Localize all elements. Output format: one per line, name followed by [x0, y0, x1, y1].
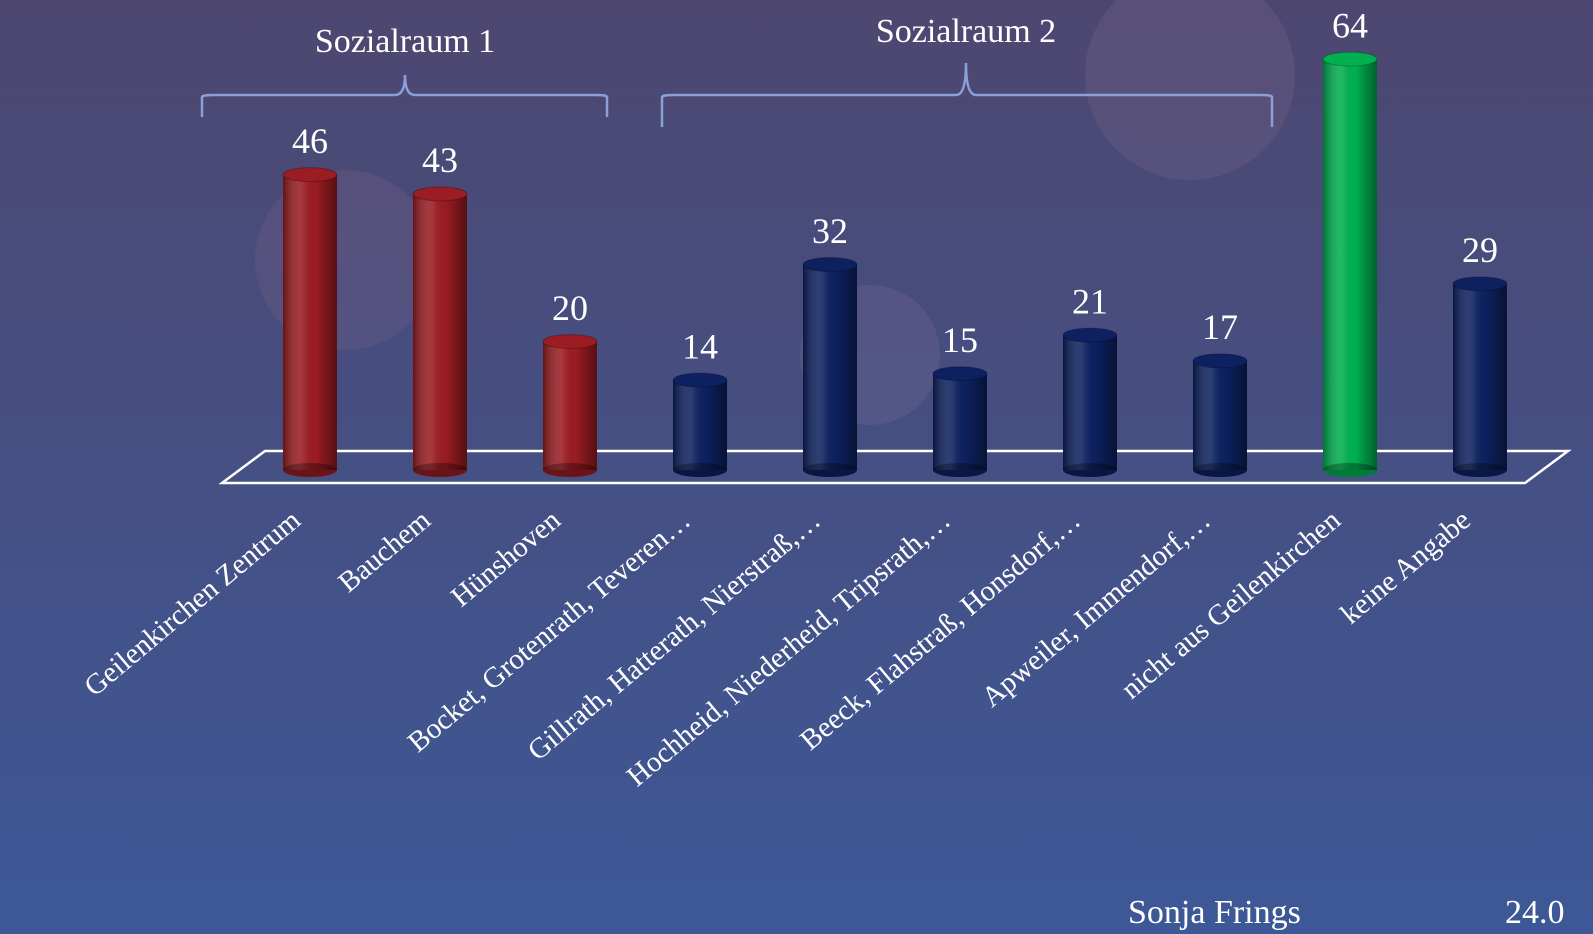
bar-shade	[673, 380, 727, 470]
value-label: 43	[422, 140, 458, 180]
bar-top	[1452, 276, 1508, 292]
bar-bottom-shade	[543, 463, 597, 477]
bar-group	[282, 167, 338, 477]
bar-bottom-shade	[933, 463, 987, 477]
bar-top	[802, 257, 858, 273]
bar-group	[932, 366, 988, 477]
bar-group	[542, 334, 598, 477]
footer-author: Sonja Frings	[1128, 894, 1301, 931]
bar-bottom-shade	[1193, 463, 1247, 477]
bar-bottom-shade	[283, 463, 337, 477]
bar-shade	[933, 373, 987, 470]
value-label: 32	[812, 211, 848, 251]
value-label: 46	[292, 121, 328, 161]
bracket	[200, 74, 609, 117]
bar-top	[542, 334, 598, 350]
annotation: Sozialraum 2	[876, 13, 1056, 50]
value-label: 21	[1072, 281, 1108, 321]
bar-group	[1062, 327, 1118, 477]
decor-circle	[255, 170, 435, 350]
bar-bottom-shade	[1323, 463, 1377, 477]
floor-plane	[218, 449, 1572, 485]
bar-group	[412, 186, 468, 477]
bar-top	[672, 372, 728, 388]
bar-shade	[543, 341, 597, 470]
decor-circle	[1085, 0, 1295, 180]
value-label: 64	[1332, 5, 1368, 45]
bar-top	[412, 186, 468, 202]
bar-shade	[803, 264, 857, 470]
bar-top	[1322, 51, 1378, 67]
bar-group	[672, 372, 728, 477]
bar-top	[932, 366, 988, 382]
bar-shade	[413, 193, 467, 470]
bar-group	[802, 257, 858, 477]
bar-shade	[1453, 283, 1507, 470]
bar-shade	[1323, 59, 1377, 471]
bar-bottom-shade	[413, 463, 467, 477]
value-label: 14	[682, 326, 718, 366]
bar-top	[282, 167, 338, 183]
bar-group	[1452, 276, 1508, 477]
value-label: 15	[942, 320, 978, 360]
footer-date: 24.0	[1505, 894, 1565, 931]
value-label: 20	[552, 288, 588, 328]
bar-group	[1192, 353, 1248, 477]
bar-shade	[1063, 335, 1117, 470]
bar-shade	[1193, 360, 1247, 470]
bar-shade	[283, 174, 337, 470]
annotation: Sozialraum 1	[315, 23, 495, 60]
bracket	[660, 62, 1274, 127]
value-label: 17	[1202, 307, 1238, 347]
bar-bottom-shade	[1453, 463, 1507, 477]
bar-top	[1062, 327, 1118, 343]
bar-bottom-shade	[803, 463, 857, 477]
bar-top	[1192, 353, 1248, 369]
value-label: 29	[1462, 230, 1498, 270]
bar-bottom-shade	[1063, 463, 1117, 477]
bar-group	[1322, 51, 1378, 477]
bar-bottom-shade	[673, 463, 727, 477]
